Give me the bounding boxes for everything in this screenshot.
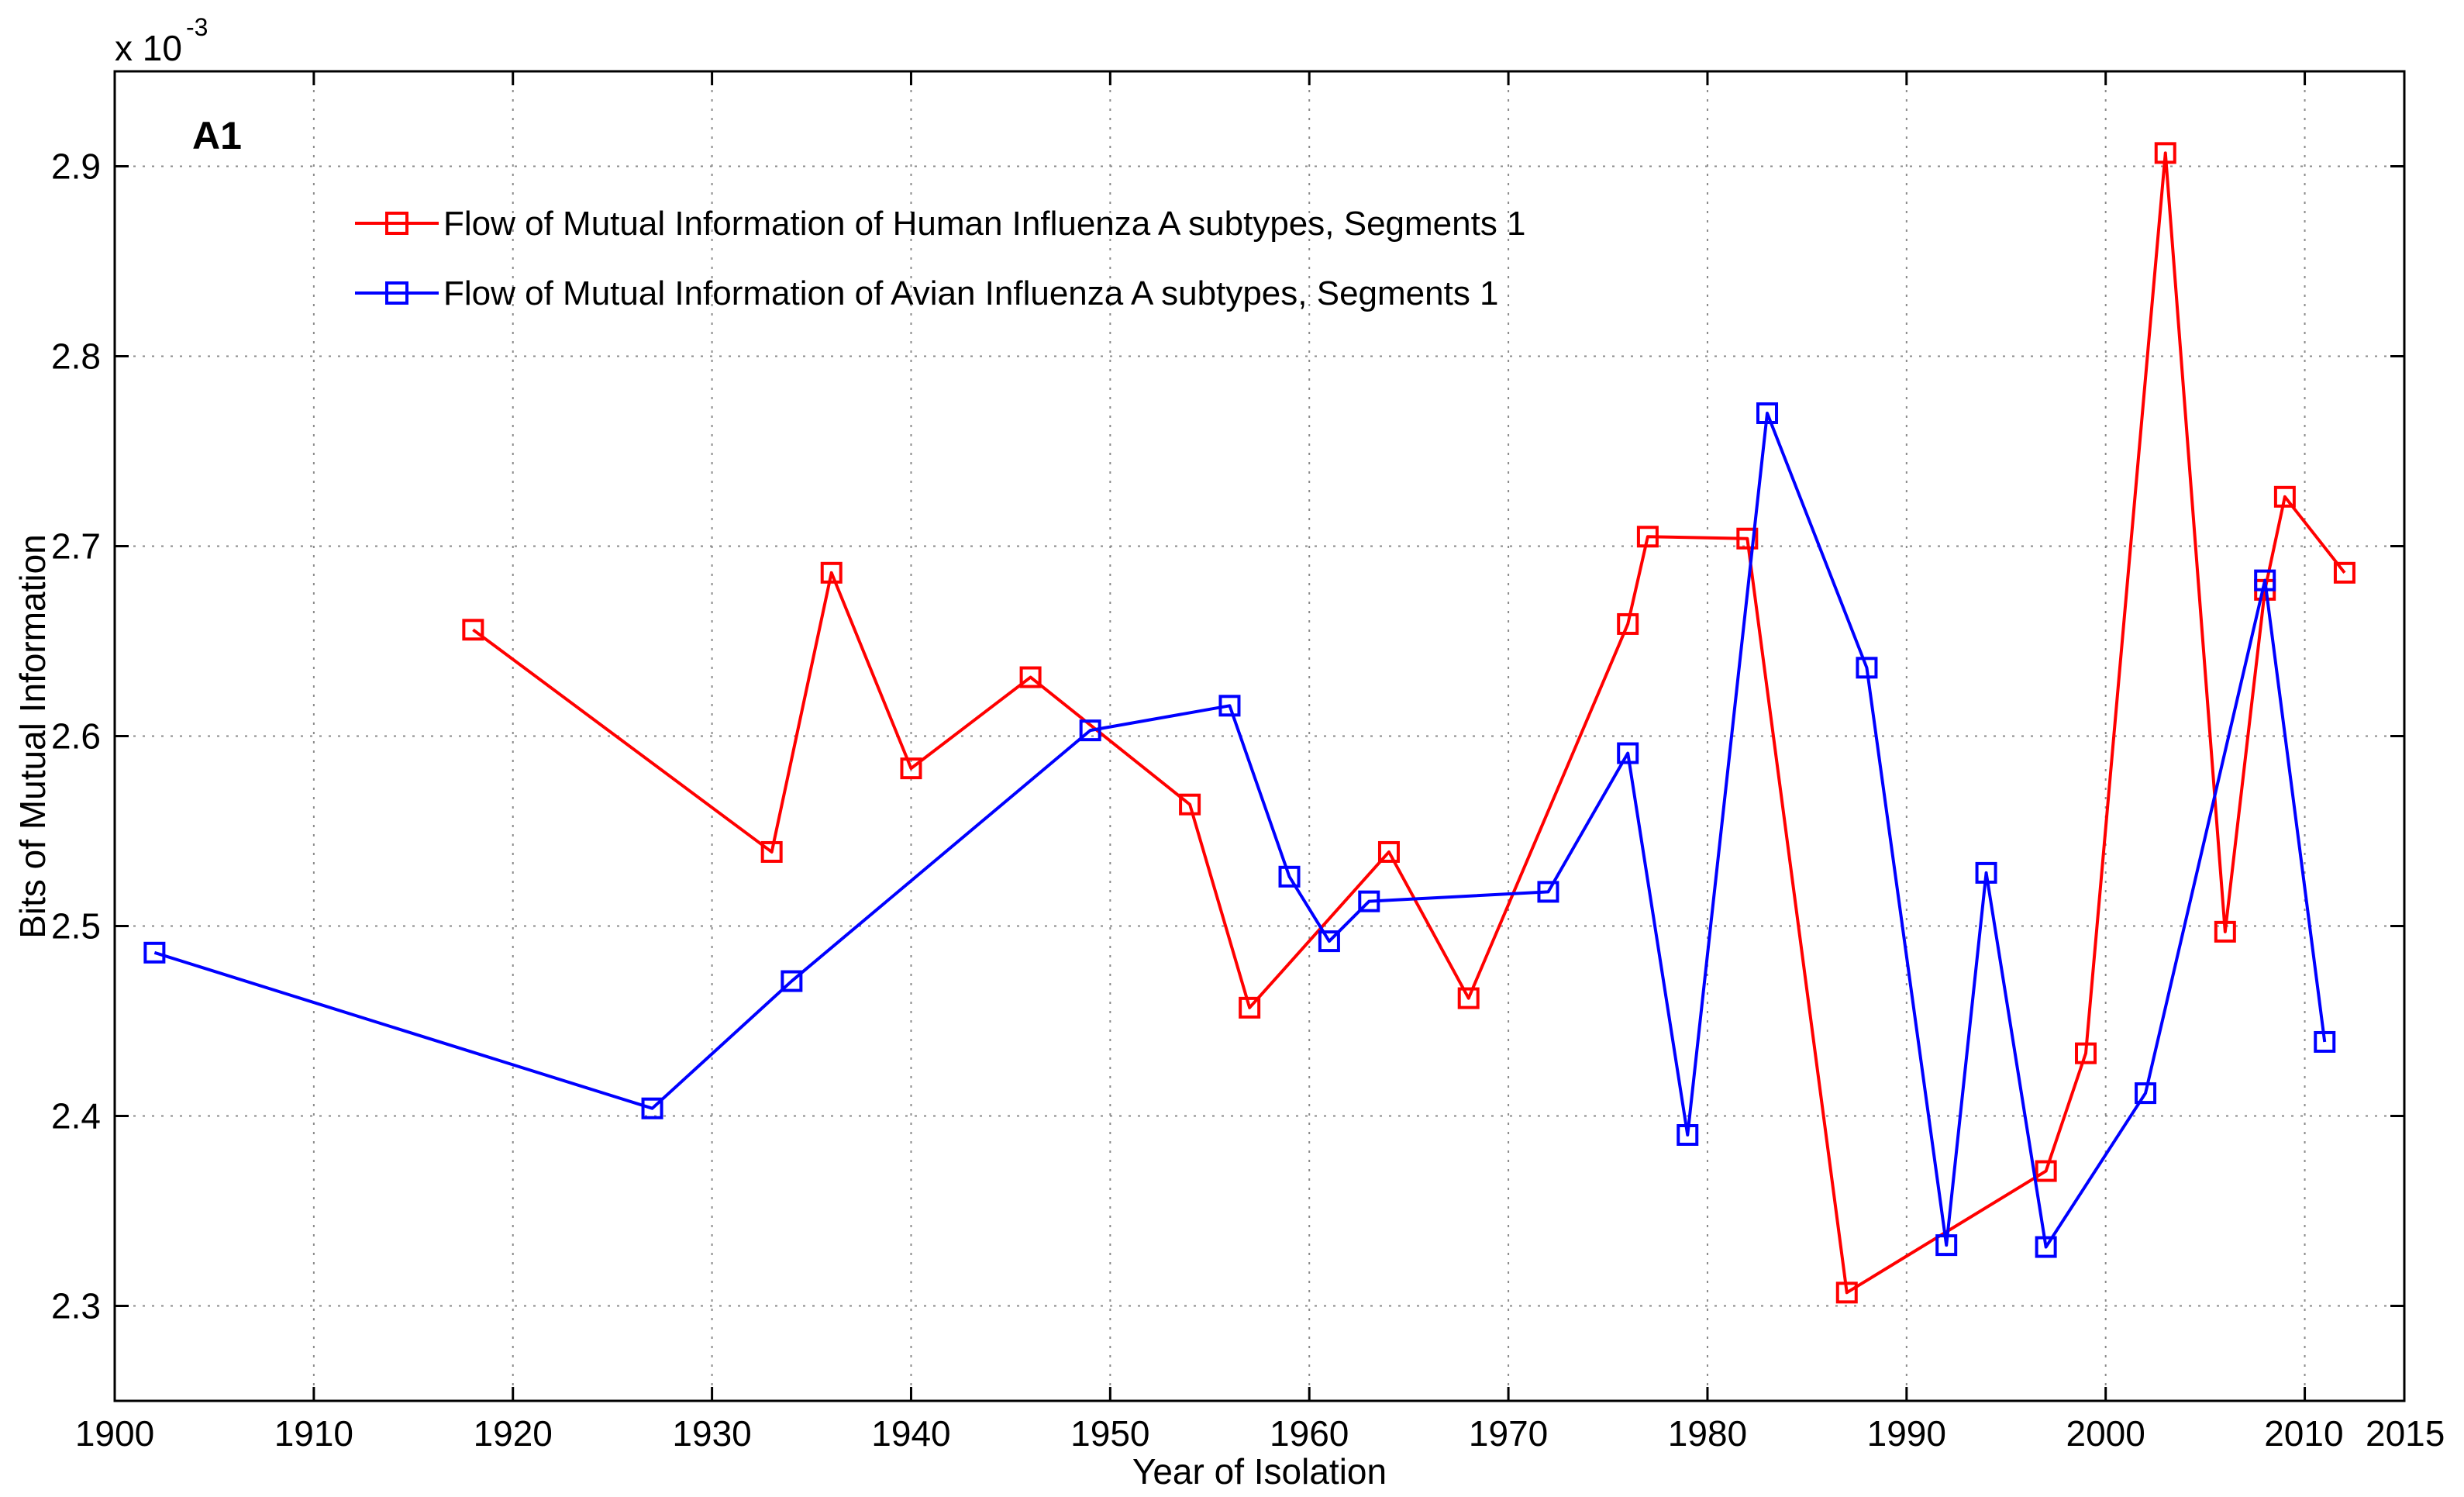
panel-label: A1: [192, 114, 242, 157]
y-tick-label: 2.5: [51, 906, 101, 947]
series-human: [462, 142, 2355, 1304]
series-layer: [143, 142, 2355, 1304]
data-point: [1318, 930, 1340, 953]
series-avian: [143, 402, 2336, 1258]
data-point: [641, 1097, 663, 1119]
data-point: [2075, 1042, 2097, 1064]
x-tick-label: 1990: [1867, 1413, 1946, 1454]
data-point: [820, 561, 843, 584]
data-point: [1617, 612, 1639, 635]
legend-marker-human: [385, 212, 408, 235]
data-point: [1537, 881, 1559, 903]
data-point: [2314, 1030, 2336, 1053]
legend-label-human: Flow of Mutual Information of Human Infl…: [443, 205, 1526, 243]
y-axis-title: Bits of Mutual Information: [12, 534, 53, 939]
data-point: [1856, 657, 1878, 679]
data-point: [2273, 485, 2296, 508]
x-tick-label: 2000: [2066, 1413, 2145, 1454]
y-tick-label: 2.6: [51, 716, 101, 757]
data-point: [1617, 742, 1639, 764]
data-point: [1079, 719, 1101, 742]
exponent-power: -3: [186, 13, 208, 41]
x-tick-label: 1930: [672, 1413, 751, 1454]
data-point: [1736, 527, 1759, 550]
data-point: [1179, 793, 1201, 816]
x-tick-labels: 1900 1910 1920 1930 1940 1950 1960 1970 1980 1990…: [75, 1413, 2445, 1454]
x-tick-label: 1950: [1070, 1413, 1149, 1454]
x-tick-label: 2010: [2264, 1413, 2343, 1454]
x-tick-label: 1900: [75, 1413, 154, 1454]
data-point: [1935, 1234, 1958, 1257]
x-tick-label: 1920: [474, 1413, 553, 1454]
data-point: [1278, 865, 1301, 888]
data-point: [2154, 142, 2176, 164]
data-point: [462, 619, 484, 641]
series-line: [472, 151, 2346, 1295]
legend-marker-avian: [385, 281, 408, 305]
series-line: [153, 412, 2327, 1249]
y-tick-label: 2.4: [51, 1096, 101, 1137]
data-point: [2035, 1236, 2057, 1258]
y-tick-labels: 2.3 2.4 2.5 2.6 2.7 2.8 2.9: [51, 147, 101, 1326]
x-tick-label: 1910: [274, 1413, 353, 1454]
y-tick-label: 2.7: [51, 526, 101, 567]
y-tick-label: 2.9: [51, 147, 101, 187]
x-tick-label: 2015: [2366, 1413, 2445, 1454]
x-tick-label: 1940: [871, 1413, 950, 1454]
data-point: [1457, 987, 1480, 1009]
x-tick-label: 1980: [1668, 1413, 1747, 1454]
exponent-label: x 10: [115, 28, 182, 68]
data-point: [1677, 1124, 1699, 1146]
data-point: [143, 941, 166, 964]
x-axis-title: Year of Isolation: [1132, 1451, 1387, 1492]
data-point: [1835, 1281, 1858, 1304]
legend-label-avian: Flow of Mutual Information of Avian Infl…: [443, 274, 1499, 312]
data-point: [1756, 402, 1779, 424]
data-point: [1239, 996, 1261, 1019]
data-point: [2333, 561, 2355, 584]
data-point: [1636, 526, 1659, 548]
data-point: [1218, 695, 1241, 717]
x-tick-label: 1960: [1270, 1413, 1349, 1454]
data-point: [900, 757, 922, 780]
legend: Flow of Mutual Information of Human Infl…: [355, 205, 1526, 312]
grid-lines: [115, 71, 2404, 1401]
data-point: [2035, 1160, 2057, 1182]
data-point: [1358, 890, 1380, 912]
data-point: [2254, 569, 2276, 592]
y-tick-label: 2.3: [51, 1286, 101, 1326]
data-point: [2135, 1082, 2157, 1105]
data-point: [1019, 666, 1042, 688]
plot-frame: [113, 70, 2406, 1402]
data-point: [1975, 861, 1997, 884]
x-tick-label: 1970: [1469, 1413, 1548, 1454]
data-point: [781, 970, 803, 992]
data-point: [760, 840, 783, 863]
data-point: [2214, 920, 2236, 943]
y-tick-label: 2.8: [51, 336, 101, 377]
data-point: [1377, 840, 1400, 863]
